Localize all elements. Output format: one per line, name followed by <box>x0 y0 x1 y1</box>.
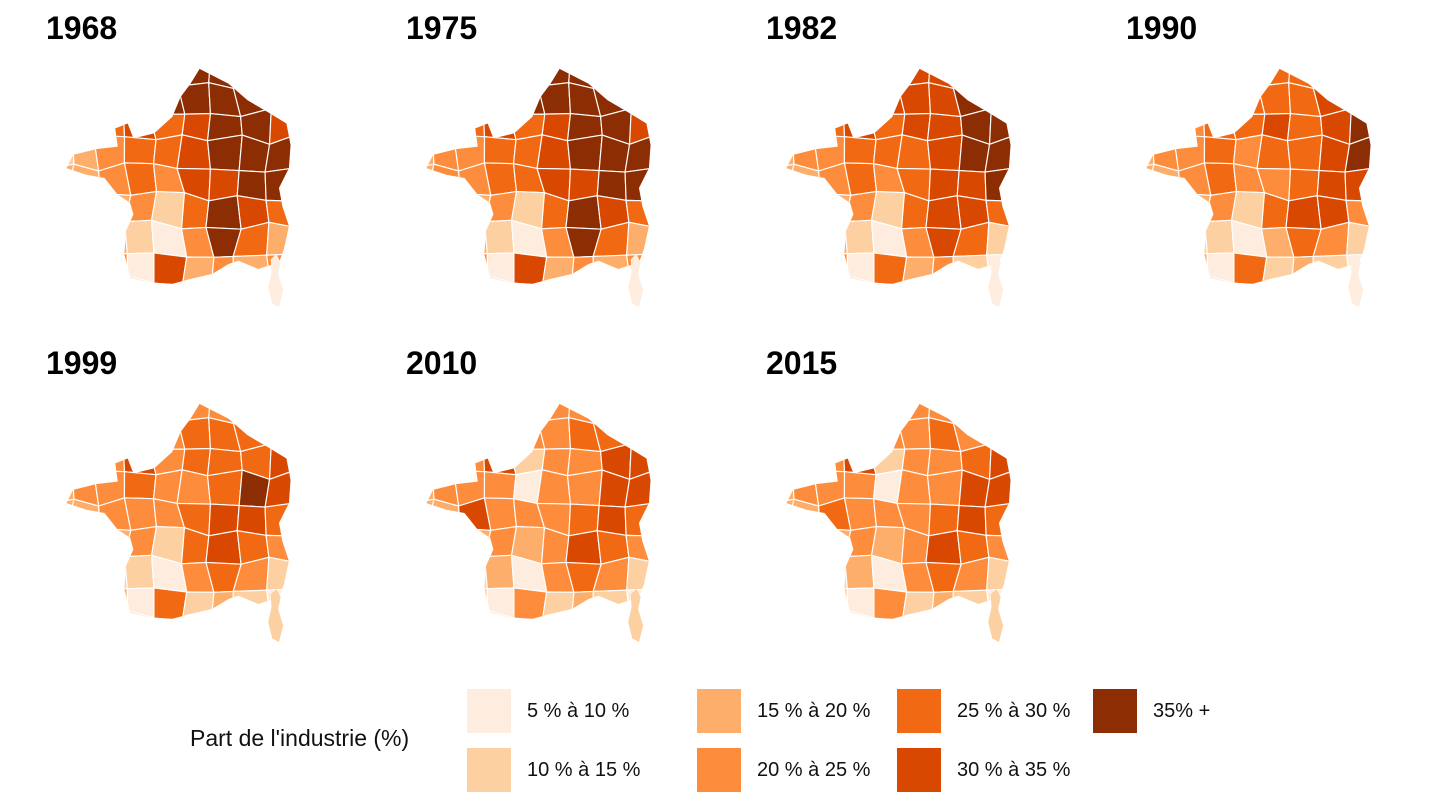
legend-item: 35% + <box>1093 689 1210 733</box>
facet-1990: 1990 <box>1086 6 1440 341</box>
legend-item: 15 % à 20 % <box>697 689 870 733</box>
france-choropleth-map <box>66 68 291 308</box>
legend-swatch <box>1093 689 1137 733</box>
legend-item: 30 % à 35 % <box>897 748 1070 792</box>
legend-item: 20 % à 25 % <box>697 748 870 792</box>
legend-swatch <box>697 748 741 792</box>
france-choropleth-map <box>66 403 291 643</box>
facet-year-title: 2010 <box>406 345 478 381</box>
facet-1982: 1982 <box>726 6 1086 341</box>
legend-label: 25 % à 30 % <box>957 699 1071 722</box>
legend-item: 10 % à 15 % <box>467 748 640 792</box>
facet-grid: 1968 1975 1982 1990 1999 2010 2015 <box>6 6 1440 676</box>
france-choropleth-map <box>786 403 1011 643</box>
france-choropleth-map <box>1146 68 1371 308</box>
legend-label: 20 % à 25 % <box>757 758 871 781</box>
legend-label: 5 % à 10 % <box>527 699 630 722</box>
legend-swatch <box>467 689 511 733</box>
france-choropleth-map <box>786 68 1011 308</box>
legend-swatch <box>897 689 941 733</box>
facet-2015: 2015 <box>726 341 1086 676</box>
legend-item: 5 % à 10 % <box>467 689 629 733</box>
legend-title: Part de l'industrie (%) <box>190 724 410 751</box>
legend-label: 35% + <box>1153 699 1211 722</box>
legend-label: 10 % à 15 % <box>527 758 641 781</box>
legend-item: 25 % à 30 % <box>897 689 1070 733</box>
france-choropleth-map <box>426 403 651 643</box>
facet-1975: 1975 <box>366 6 726 341</box>
legend-swatch <box>697 689 741 733</box>
facet-1999: 1999 <box>6 341 366 676</box>
facet-year-title: 1990 <box>1126 10 1198 46</box>
facet-year-title: 1982 <box>766 10 838 46</box>
facet-year-title: 2015 <box>766 345 838 381</box>
facet-year-title: 1975 <box>406 10 478 46</box>
legend-swatch <box>897 748 941 792</box>
france-choropleth-map <box>426 68 651 308</box>
facet-2010: 2010 <box>366 341 726 676</box>
legend-label: 15 % à 20 % <box>757 699 871 722</box>
legend-swatch <box>467 748 511 792</box>
legend-label: 30 % à 35 % <box>957 758 1071 781</box>
facet-1968: 1968 <box>6 6 366 341</box>
facet-year-title: 1999 <box>46 345 118 381</box>
legend: Part de l'industrie (%) 5 % à 10 % 10 % … <box>0 680 1440 805</box>
facet-year-title: 1968 <box>46 10 118 46</box>
